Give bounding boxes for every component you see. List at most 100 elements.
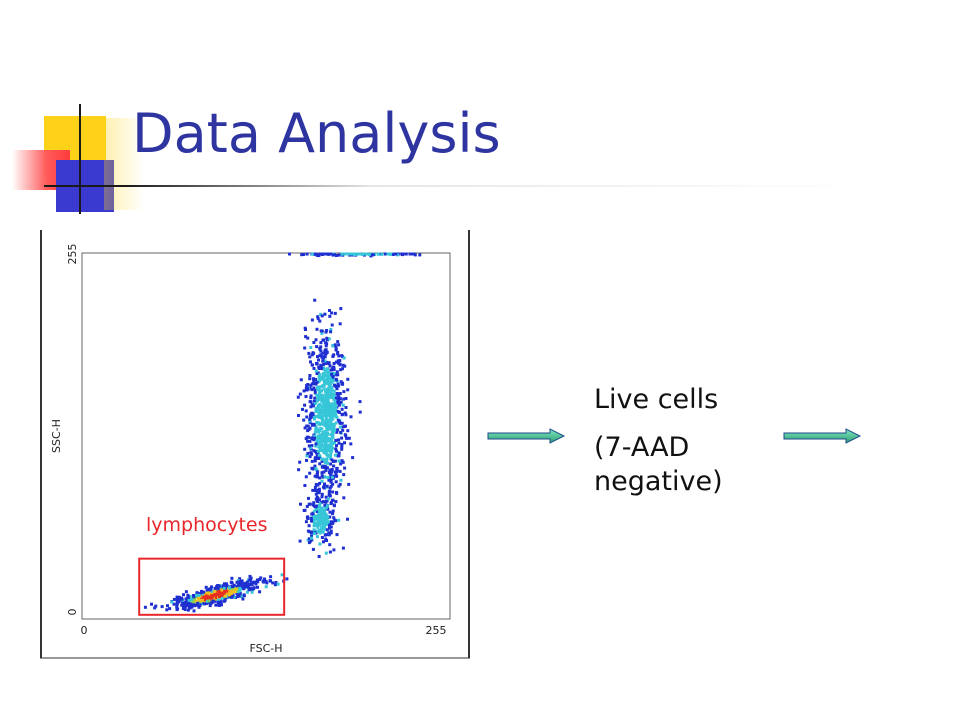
data-point [320,314,324,318]
data-point [338,469,342,473]
data-point [264,585,268,589]
data-point [183,602,187,605]
data-point [349,415,353,419]
data-point [331,509,335,513]
data-point [329,529,333,533]
data-point [217,584,221,588]
data-point [269,575,273,579]
data-point [204,585,208,589]
data-point [180,597,184,601]
data-point [338,397,342,401]
data-point [195,593,198,597]
data-point [324,551,328,555]
data-point [319,422,323,425]
data-point [308,400,312,404]
data-point [313,474,317,478]
data-point [323,461,327,465]
data-point [334,473,338,477]
data-point [317,358,320,362]
data-point [314,425,318,429]
data-point [225,582,228,586]
data-point [333,441,337,445]
data-point [238,587,242,591]
data-point [252,586,256,590]
data-point [331,436,335,440]
data-point [236,579,240,583]
data-point [304,395,308,398]
data-point [322,520,326,523]
data-point [333,383,337,387]
data-point [334,408,338,412]
data-point [317,455,321,459]
data-point [208,593,212,597]
data-point [327,423,331,427]
data-point [323,374,327,378]
data-point [327,448,331,452]
data-point [317,530,321,534]
data-point [319,513,323,516]
data-point [238,577,242,581]
data-point [330,470,334,474]
data-point [320,443,323,447]
data-point [241,585,245,589]
data-point [314,531,318,535]
data-point [331,434,335,438]
data-point [324,441,328,445]
data-point [312,417,316,421]
data-point [337,397,341,400]
data-point [273,583,277,587]
data-point [325,453,329,457]
data-point [323,448,327,452]
data-point [335,392,339,396]
data-point [409,252,413,256]
data-point [309,360,312,364]
gate-label: lymphocytes [146,514,268,536]
data-point [328,364,332,368]
data-point [337,411,341,414]
data-point [326,476,330,480]
data-point [230,591,234,595]
data-point [186,593,190,597]
data-point [224,586,228,590]
data-point [198,603,202,607]
data-point [343,433,347,437]
data-point [333,413,337,416]
data-point [306,515,310,519]
data-point [330,475,334,479]
data-point [327,531,331,535]
data-point [347,482,351,486]
data-point [258,578,261,581]
data-point [329,418,333,422]
data-point [347,252,351,256]
y-tick-label: 255 [66,244,79,265]
data-point [311,503,315,507]
data-point [250,583,254,587]
data-point [331,344,335,348]
data-point [307,444,311,448]
data-point [308,355,312,359]
data-point [232,590,236,594]
data-point [327,520,330,524]
data-point [325,437,329,441]
data-point [323,413,327,417]
data-point [332,407,336,411]
data-point [220,588,224,592]
data-point [186,608,190,612]
data-point [306,451,310,455]
data-point [342,473,346,477]
data-point [332,516,336,520]
data-point [242,593,246,597]
data-point [321,405,325,409]
data-point [333,372,336,376]
data-point [306,439,310,443]
data-point [312,438,316,442]
data-point [319,385,323,389]
data-point [309,346,313,349]
data-point [334,500,338,504]
data-point [328,384,332,388]
data-point [177,597,181,601]
data-point [320,474,324,478]
data-point [318,404,322,408]
data-point [340,442,344,446]
data-point [324,381,328,385]
